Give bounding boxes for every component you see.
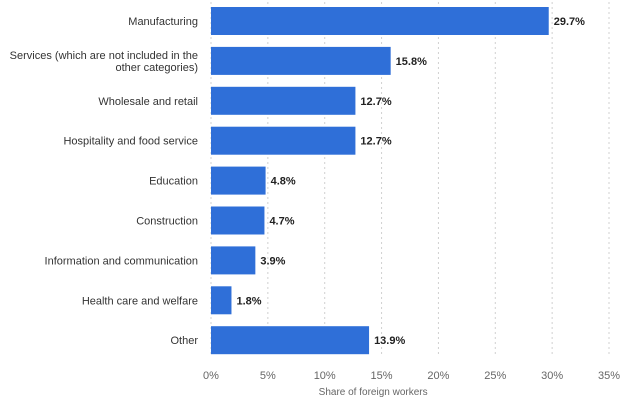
x-tick-label: 10% <box>314 370 336 382</box>
bar <box>211 246 256 275</box>
data-label: 1.8% <box>236 295 261 307</box>
bar <box>211 326 370 355</box>
data-label: 3.9% <box>260 255 285 267</box>
x-tick-label: 25% <box>484 370 506 382</box>
bar <box>211 286 232 315</box>
category-label: Education <box>149 176 198 188</box>
x-axis-title: Share of foreign workers <box>319 387 428 398</box>
category-label: Construction <box>136 216 198 228</box>
category-label: Manufacturing <box>128 16 198 28</box>
bar <box>211 86 356 115</box>
x-tick-label: 15% <box>371 370 393 382</box>
x-tick-label: 5% <box>260 370 276 382</box>
x-tick-label: 0% <box>203 370 219 382</box>
data-label: 12.7% <box>360 136 391 148</box>
bar <box>211 166 266 195</box>
category-label: Health care and welfare <box>82 295 198 307</box>
bar <box>211 7 549 35</box>
category-label: other categories) <box>115 62 198 74</box>
x-tick-label: 20% <box>427 370 449 382</box>
data-label: 4.8% <box>271 176 296 188</box>
data-label: 4.7% <box>269 216 294 228</box>
bar <box>211 46 391 75</box>
bar <box>211 126 356 155</box>
x-tick-label: 30% <box>541 370 563 382</box>
data-label: 12.7% <box>360 96 391 108</box>
x-tick-label: 35% <box>598 370 620 382</box>
data-label: 15.8% <box>396 56 427 68</box>
bar <box>211 206 265 235</box>
category-label: Wholesale and retail <box>98 96 198 108</box>
category-label: Information and communication <box>45 255 198 267</box>
data-label: 13.9% <box>374 335 405 347</box>
category-label: Services (which are not included in the <box>10 50 198 62</box>
category-label: Other <box>170 335 198 347</box>
data-label: 29.7% <box>554 16 585 28</box>
category-label: Hospitality and food service <box>63 136 198 148</box>
